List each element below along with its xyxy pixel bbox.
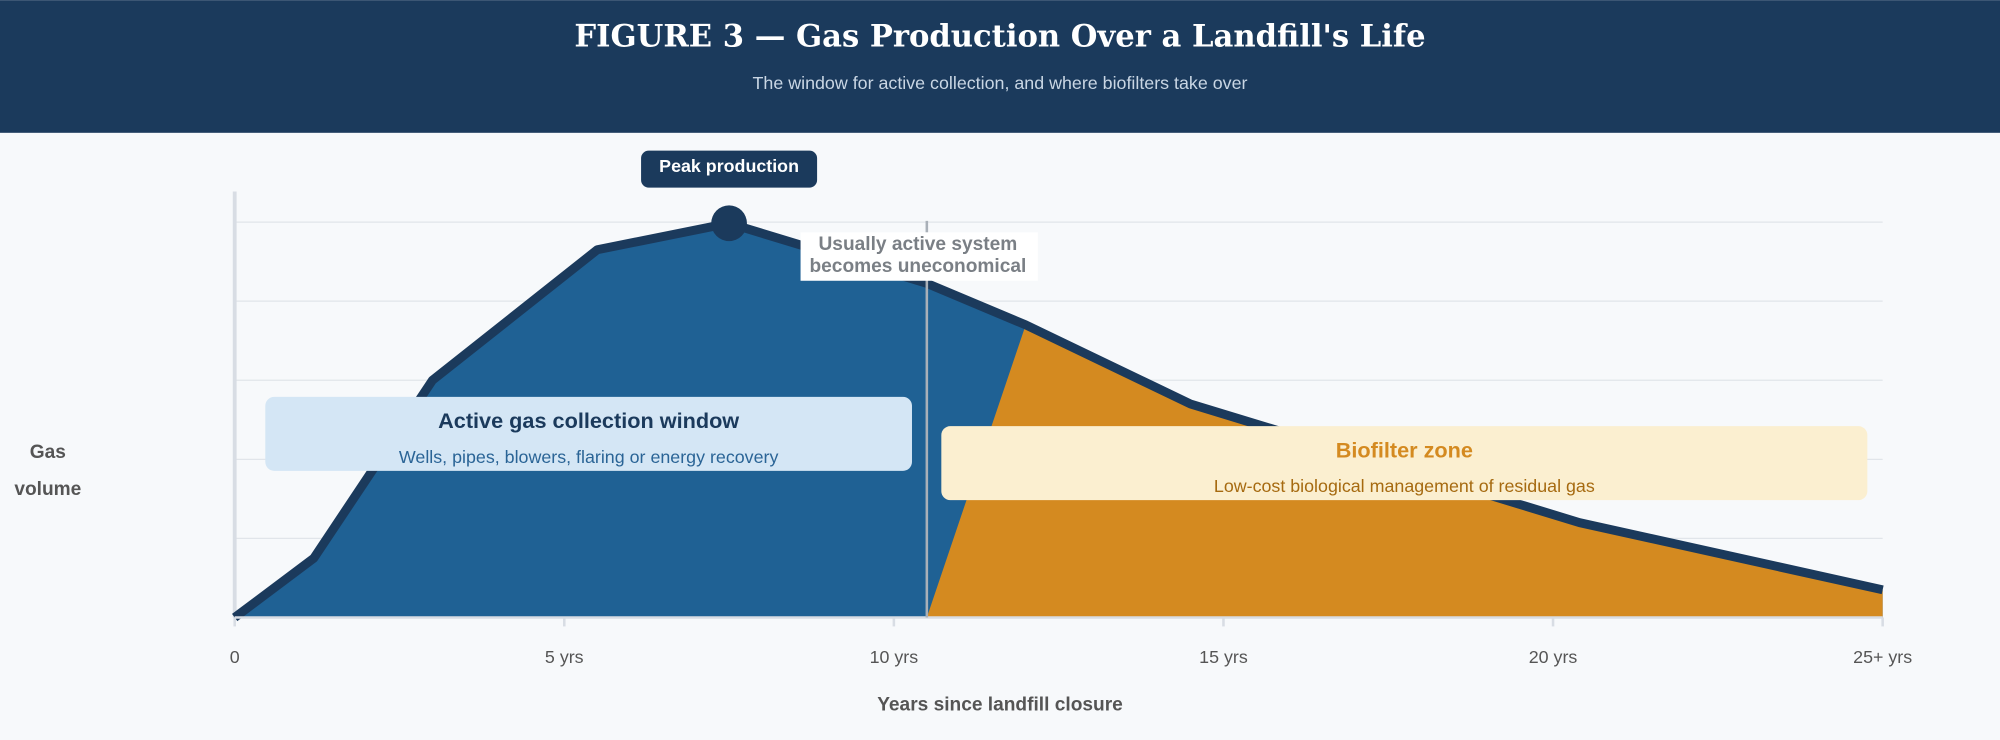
x-tick-label: 10 yrs bbox=[870, 647, 919, 667]
y-axis-label-box: Gas volume bbox=[14, 441, 82, 501]
zone-title: Active gas collection window bbox=[438, 408, 739, 433]
zone-subtitle: Low-cost biological management of residu… bbox=[1214, 476, 1595, 496]
chart-title: FIGURE 3 — Gas Production Over a Landfil… bbox=[574, 18, 1425, 54]
x-tick-label: 5 yrs bbox=[545, 647, 584, 667]
x-tick-label: 15 yrs bbox=[1199, 647, 1248, 667]
zone-box bbox=[941, 426, 1868, 501]
x-tick-label: 20 yrs bbox=[1529, 647, 1578, 667]
threshold-label: Usually active system bbox=[819, 234, 1018, 255]
threshold-label-bg bbox=[800, 232, 1038, 281]
peak-marker bbox=[711, 205, 747, 242]
y-axis-label: Gas volume bbox=[14, 441, 82, 501]
x-tick-label: 25+ yrs bbox=[1853, 647, 1912, 667]
x-tick-label: 0 bbox=[230, 647, 240, 667]
chart-subtitle: The window for active collection, and wh… bbox=[753, 73, 1248, 93]
peak-label-bg bbox=[641, 150, 818, 188]
threshold-label: becomes uneconomical bbox=[809, 256, 1026, 277]
zone-subtitle: Wells, pipes, blowers, flaring or energy… bbox=[399, 447, 779, 467]
zone-box bbox=[265, 396, 912, 471]
peak-label: Peak production bbox=[659, 156, 799, 176]
x-axis-label: Years since landfill closure bbox=[877, 695, 1123, 716]
zone-title: Biofilter zone bbox=[1336, 437, 1473, 462]
header-band bbox=[0, 0, 2000, 133]
